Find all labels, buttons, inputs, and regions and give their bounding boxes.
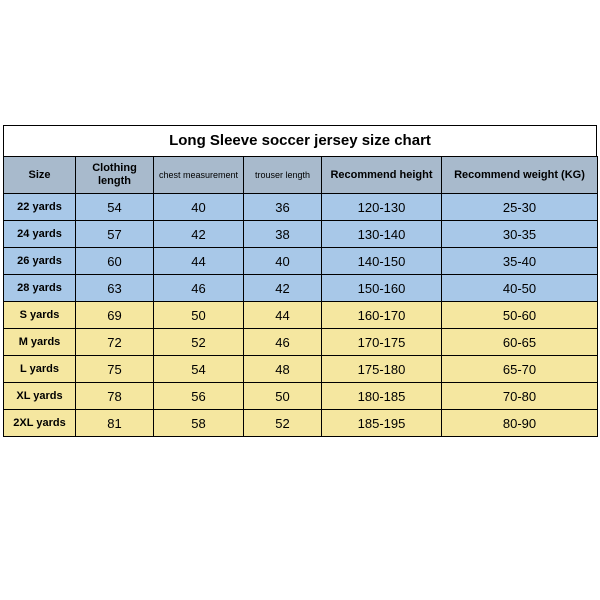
- table-row: XL yards785650180-18570-80: [4, 383, 598, 410]
- data-cell: 78: [76, 383, 154, 410]
- data-cell: 42: [154, 221, 244, 248]
- data-cell: 40-50: [442, 275, 598, 302]
- data-cell: 50-60: [442, 302, 598, 329]
- data-cell: 120-130: [322, 194, 442, 221]
- chart-title: Long Sleeve soccer jersey size chart: [3, 125, 597, 156]
- size-cell: L yards: [4, 356, 76, 383]
- data-cell: 50: [154, 302, 244, 329]
- col-header: Recommend weight (KG): [442, 157, 598, 194]
- data-cell: 80-90: [442, 410, 598, 437]
- size-cell: 26 yards: [4, 248, 76, 275]
- data-cell: 40: [154, 194, 244, 221]
- col-header: Clothing length: [76, 157, 154, 194]
- table-header-row: SizeClothing lengthchest measurementtrou…: [4, 157, 598, 194]
- data-cell: 160-170: [322, 302, 442, 329]
- data-cell: 58: [154, 410, 244, 437]
- data-cell: 150-160: [322, 275, 442, 302]
- size-cell: S yards: [4, 302, 76, 329]
- size-cell: 28 yards: [4, 275, 76, 302]
- table-row: 2XL yards815852185-19580-90: [4, 410, 598, 437]
- data-cell: 130-140: [322, 221, 442, 248]
- data-cell: 170-175: [322, 329, 442, 356]
- col-header: trouser length: [244, 157, 322, 194]
- data-cell: 46: [244, 329, 322, 356]
- data-cell: 36: [244, 194, 322, 221]
- size-cell: M yards: [4, 329, 76, 356]
- data-cell: 69: [76, 302, 154, 329]
- col-header: chest measurement: [154, 157, 244, 194]
- col-header: Size: [4, 157, 76, 194]
- data-cell: 140-150: [322, 248, 442, 275]
- data-cell: 44: [244, 302, 322, 329]
- table-row: L yards755448175-18065-70: [4, 356, 598, 383]
- data-cell: 57: [76, 221, 154, 248]
- table-row: 22 yards544036120-13025-30: [4, 194, 598, 221]
- data-cell: 38: [244, 221, 322, 248]
- data-cell: 60: [76, 248, 154, 275]
- size-cell: XL yards: [4, 383, 76, 410]
- table-row: 28 yards634642150-16040-50: [4, 275, 598, 302]
- size-cell: 22 yards: [4, 194, 76, 221]
- data-cell: 46: [154, 275, 244, 302]
- table-row: 24 yards574238130-14030-35: [4, 221, 598, 248]
- data-cell: 60-65: [442, 329, 598, 356]
- data-cell: 63: [76, 275, 154, 302]
- size-cell: 24 yards: [4, 221, 76, 248]
- data-cell: 72: [76, 329, 154, 356]
- data-cell: 25-30: [442, 194, 598, 221]
- data-cell: 50: [244, 383, 322, 410]
- data-cell: 65-70: [442, 356, 598, 383]
- size-table: SizeClothing lengthchest measurementtrou…: [3, 156, 598, 437]
- data-cell: 35-40: [442, 248, 598, 275]
- data-cell: 42: [244, 275, 322, 302]
- size-chart: Long Sleeve soccer jersey size chart Siz…: [3, 125, 597, 437]
- data-cell: 30-35: [442, 221, 598, 248]
- data-cell: 180-185: [322, 383, 442, 410]
- data-cell: 70-80: [442, 383, 598, 410]
- data-cell: 175-180: [322, 356, 442, 383]
- data-cell: 56: [154, 383, 244, 410]
- data-cell: 44: [154, 248, 244, 275]
- data-cell: 75: [76, 356, 154, 383]
- data-cell: 81: [76, 410, 154, 437]
- data-cell: 52: [244, 410, 322, 437]
- data-cell: 52: [154, 329, 244, 356]
- data-cell: 40: [244, 248, 322, 275]
- table-row: 26 yards604440140-15035-40: [4, 248, 598, 275]
- data-cell: 185-195: [322, 410, 442, 437]
- data-cell: 48: [244, 356, 322, 383]
- data-cell: 54: [154, 356, 244, 383]
- table-row: M yards725246170-17560-65: [4, 329, 598, 356]
- data-cell: 54: [76, 194, 154, 221]
- size-cell: 2XL yards: [4, 410, 76, 437]
- col-header: Recommend height: [322, 157, 442, 194]
- table-row: S yards695044160-17050-60: [4, 302, 598, 329]
